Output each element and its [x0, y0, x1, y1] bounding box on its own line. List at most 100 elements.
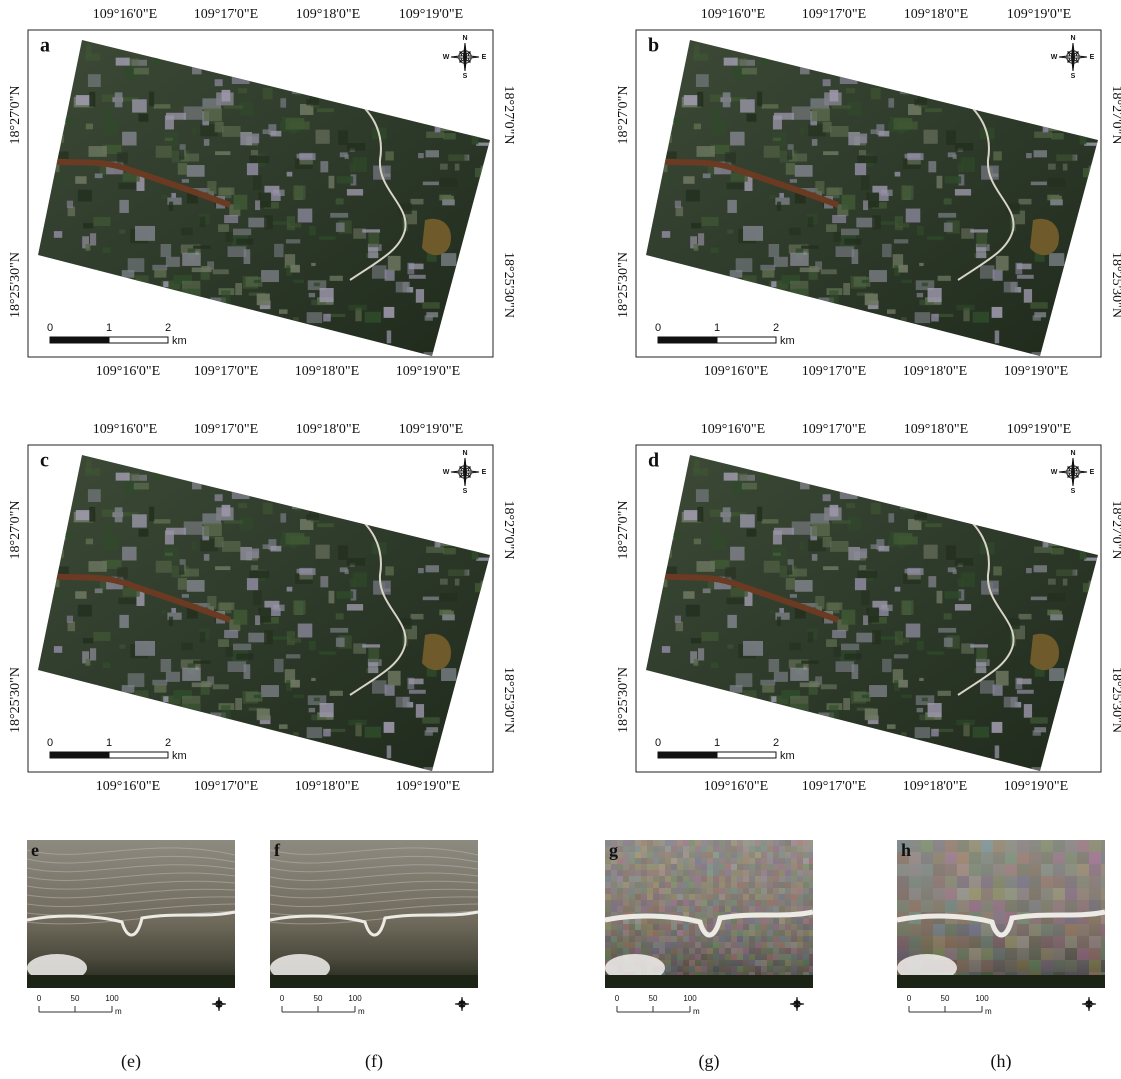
inset-pixel — [1017, 864, 1029, 876]
inset-pixel — [773, 858, 779, 864]
inset-pixel — [665, 936, 671, 942]
inset-pixel — [1065, 864, 1077, 876]
inset-pixel — [671, 930, 677, 936]
imagery-patch — [1031, 597, 1047, 601]
imagery-patch — [928, 288, 942, 302]
imagery-patch — [280, 98, 286, 107]
inset-pixel — [1005, 900, 1017, 912]
inset-pixel — [803, 954, 809, 960]
inset-pixel — [713, 876, 719, 882]
imagery-patch — [86, 44, 91, 57]
inset-pixel — [695, 966, 701, 972]
imagery-patch — [422, 717, 439, 723]
inset-pixel — [611, 894, 617, 900]
inset-pixel — [1065, 924, 1077, 936]
inset-pixel — [725, 906, 731, 912]
inset-pixel — [779, 864, 785, 870]
inset-pixel — [755, 954, 761, 960]
inset-pixel — [725, 840, 731, 846]
imagery-patch — [95, 173, 103, 178]
imagery-patch — [75, 591, 86, 599]
inset-pixel — [773, 930, 779, 936]
inset-pixel — [1041, 852, 1053, 864]
imagery-patch — [411, 614, 424, 620]
inset-pixel — [623, 840, 629, 846]
lon-label: 109°17'0"E — [194, 779, 258, 794]
inset-pixel — [719, 858, 725, 864]
imagery-patch — [848, 547, 860, 560]
imagery-patch — [1030, 302, 1047, 308]
scale-label: 2 — [773, 737, 779, 749]
inset-pixel — [743, 882, 749, 888]
inset-pixel — [635, 906, 641, 912]
inset-pixel — [933, 852, 945, 864]
imagery-patch — [462, 359, 473, 372]
inset-pixel — [713, 948, 719, 954]
imagery-patch — [455, 164, 460, 171]
imagery-patch — [931, 729, 939, 737]
inset-pixel — [617, 864, 623, 870]
imagery-patch — [440, 579, 448, 585]
imagery-patch — [760, 265, 775, 270]
imagery-patch — [694, 244, 699, 251]
imagery-patch — [694, 459, 699, 472]
inset-pixel — [791, 960, 797, 966]
inset-pixel — [629, 864, 635, 870]
imagery-patch — [1056, 154, 1075, 161]
inset-pixel — [981, 960, 993, 972]
imagery-patch — [240, 547, 252, 560]
inset-pixel — [665, 888, 671, 894]
inset-pixel — [641, 864, 647, 870]
imagery-patch — [86, 659, 91, 666]
scale-label: 0 — [47, 737, 53, 749]
inset-pixel — [785, 894, 791, 900]
imagery-patch — [832, 105, 851, 108]
imagery-patch — [218, 639, 229, 647]
imagery-patch — [676, 622, 683, 632]
scale-label: 0 — [37, 994, 42, 1003]
imagery-patch — [790, 668, 809, 681]
imagery-patch — [164, 132, 179, 147]
inset-pixel — [713, 888, 719, 894]
inset-pixel — [945, 840, 957, 852]
inset-pixel — [785, 852, 791, 858]
imagery-patch — [270, 131, 281, 137]
imagery-patch — [274, 659, 283, 672]
inset-pixel — [641, 840, 647, 846]
inset-pixel — [791, 876, 797, 882]
inset-pixel — [791, 924, 797, 930]
imagery-patch — [163, 281, 168, 287]
lon-label: 109°18'0"E — [296, 7, 360, 22]
imagery-patch — [336, 223, 345, 232]
inset-pixel — [707, 852, 713, 858]
inset-pixel — [779, 876, 785, 882]
imagery-patch — [244, 664, 251, 679]
inset-pixel — [743, 924, 749, 930]
inset-pixel — [785, 882, 791, 888]
inset-pixel — [803, 960, 809, 966]
caption: (e) — [121, 1051, 141, 1072]
inset-pixel — [689, 870, 695, 876]
imagery-patch — [946, 130, 956, 145]
imagery-patch — [204, 554, 209, 561]
imagery-patch — [286, 239, 300, 243]
inset-pixel — [809, 888, 813, 894]
inset-pixel — [629, 846, 635, 852]
imagery-patch — [867, 193, 880, 208]
inset-pixel — [969, 960, 981, 972]
imagery-patch — [924, 545, 938, 559]
imagery-patch — [409, 690, 426, 694]
inset-pixel — [957, 936, 969, 948]
imagery-patch — [1048, 164, 1056, 170]
imagery-patch — [973, 727, 989, 738]
imagery-patch — [103, 535, 117, 550]
imagery-patch — [992, 174, 999, 177]
inset-pixel — [1053, 936, 1065, 948]
inset-pixel — [1089, 936, 1101, 948]
inset-pixel — [677, 888, 683, 894]
inset-pixel — [629, 870, 635, 876]
inset-pixel — [969, 900, 981, 912]
inset-pixel — [743, 930, 749, 936]
inset-pixel — [809, 954, 813, 960]
inset-pixel — [779, 936, 785, 942]
